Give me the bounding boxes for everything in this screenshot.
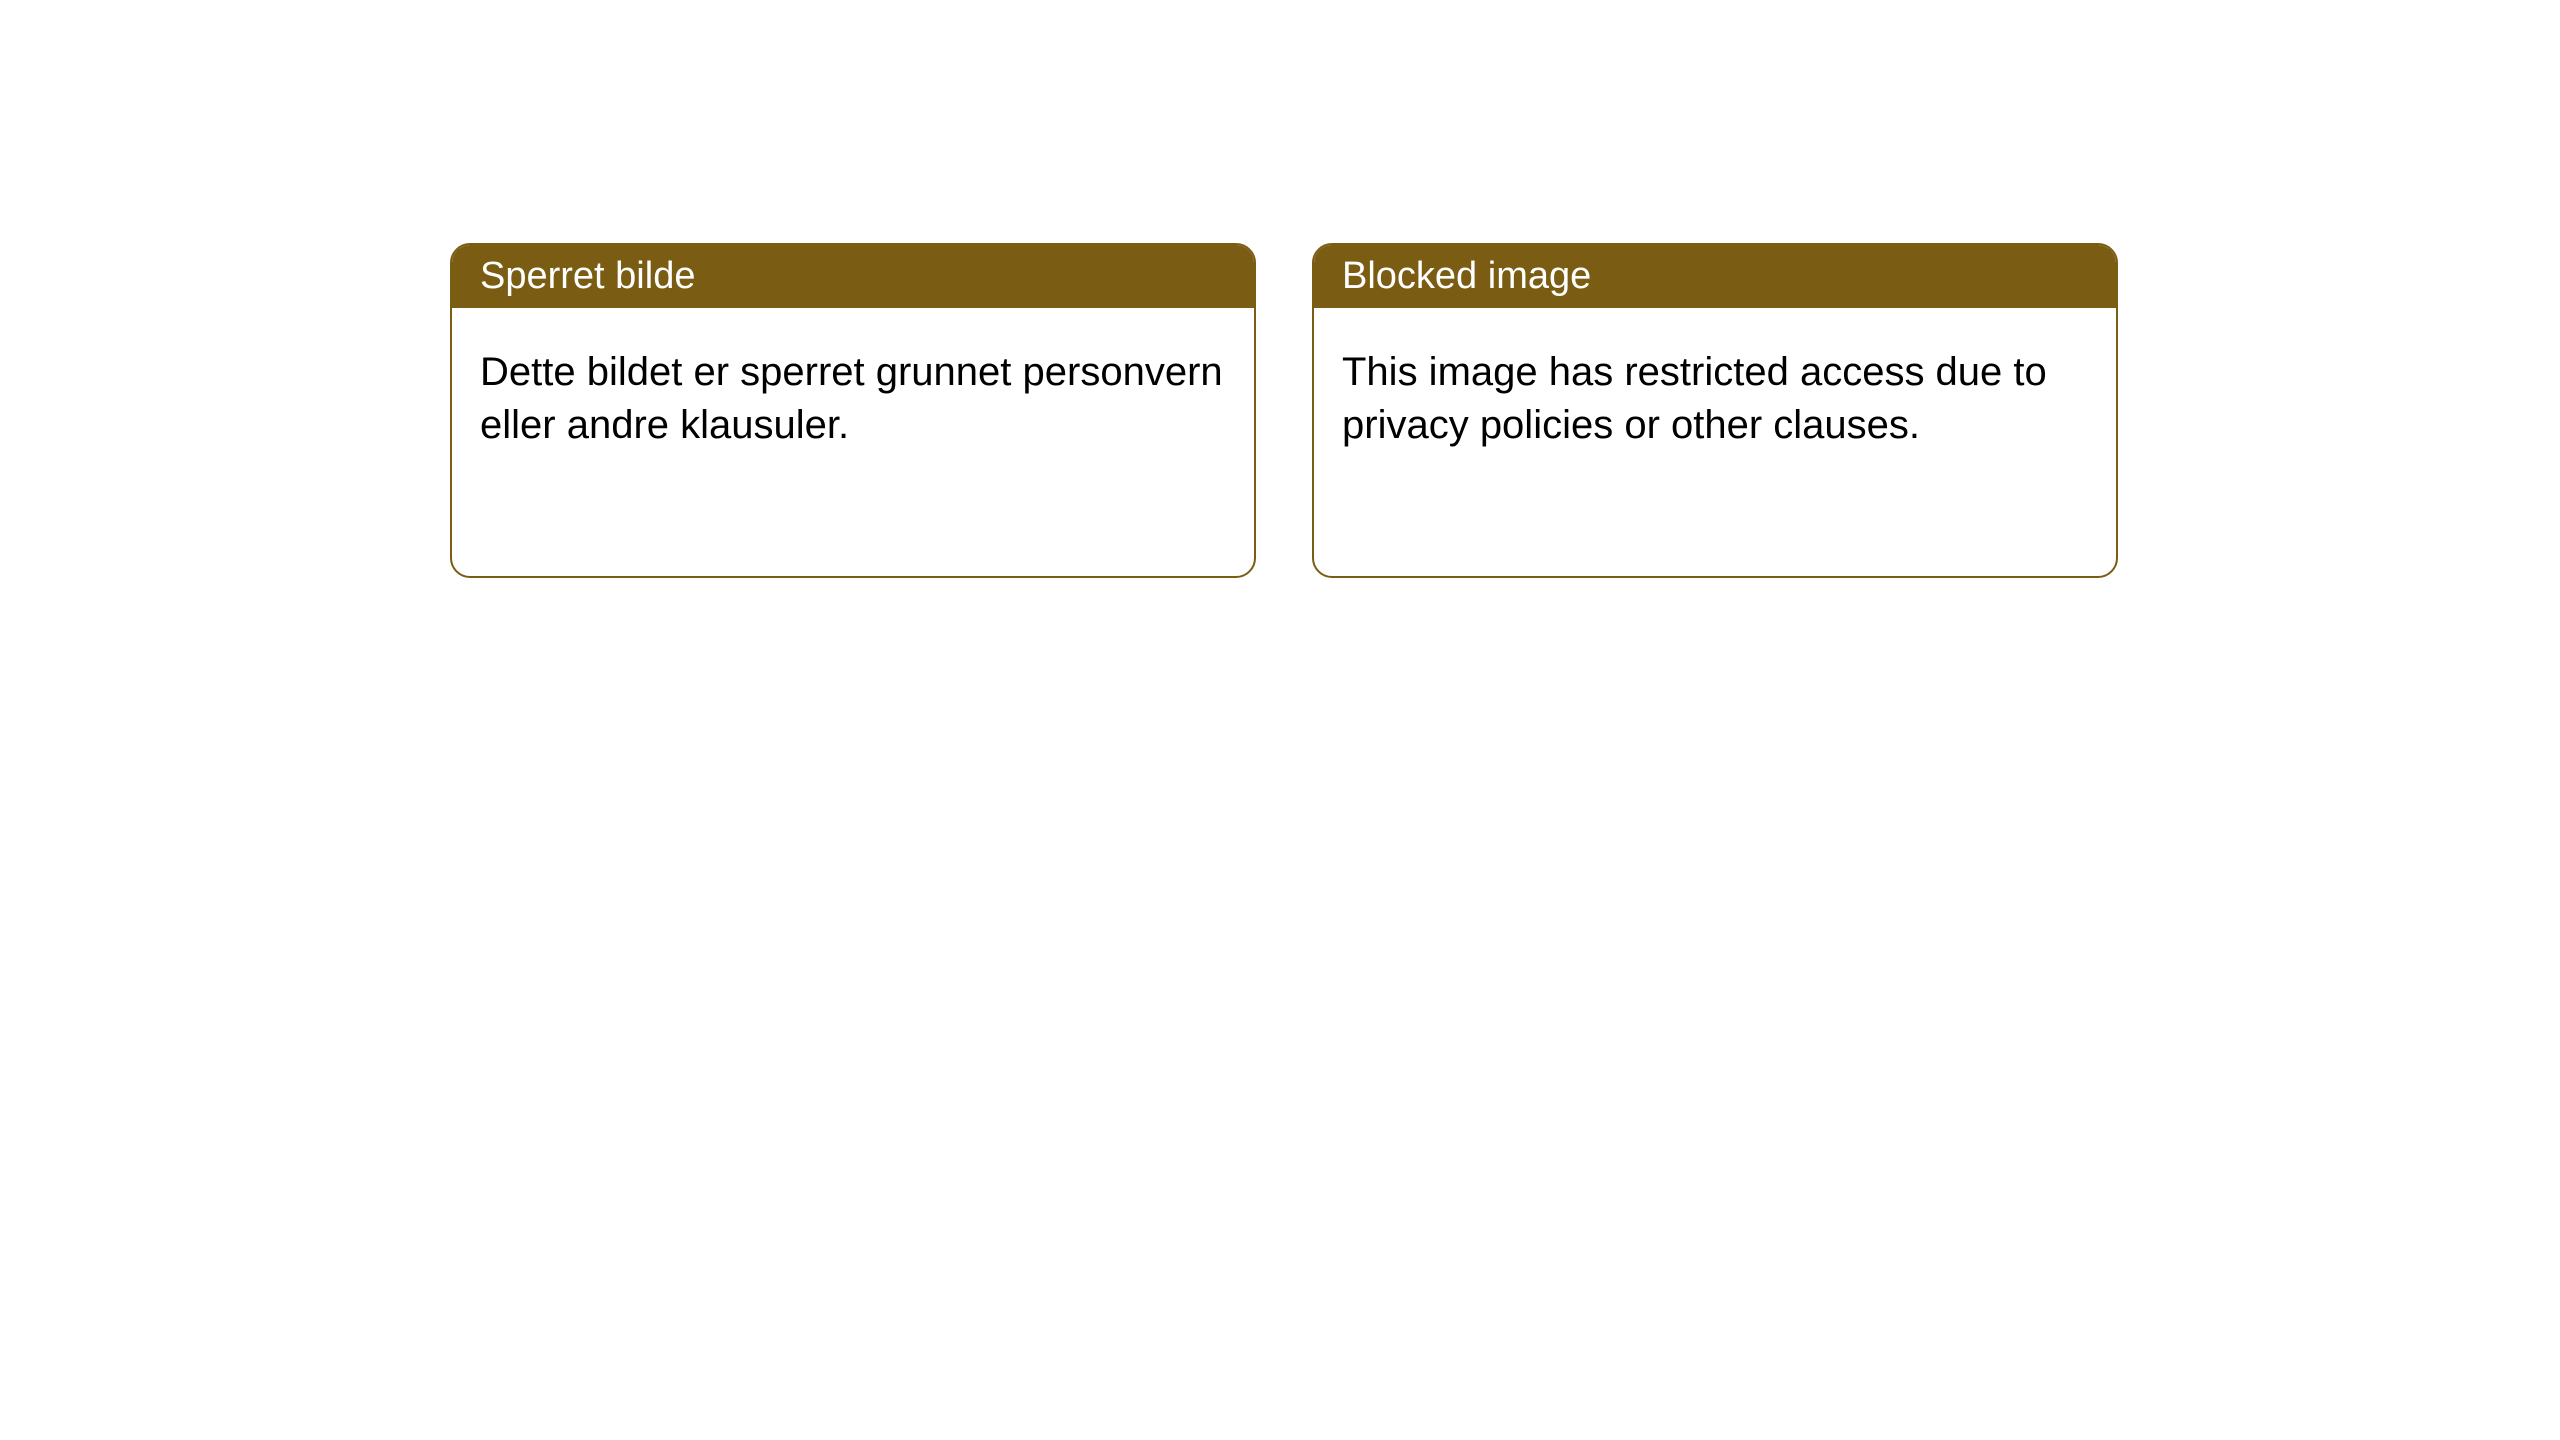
card-body: Dette bildet er sperret grunnet personve…	[452, 308, 1254, 490]
card-body-text: This image has restricted access due to …	[1342, 350, 2047, 447]
card-header: Blocked image	[1314, 245, 2116, 308]
card-header: Sperret bilde	[452, 245, 1254, 308]
notice-card-norwegian: Sperret bilde Dette bildet er sperret gr…	[450, 243, 1256, 578]
card-title: Blocked image	[1342, 255, 1591, 297]
notice-card-english: Blocked image This image has restricted …	[1312, 243, 2118, 578]
card-body-text: Dette bildet er sperret grunnet personve…	[480, 350, 1223, 447]
card-body: This image has restricted access due to …	[1314, 308, 2116, 490]
card-title: Sperret bilde	[480, 255, 695, 297]
notice-cards-container: Sperret bilde Dette bildet er sperret gr…	[0, 0, 2560, 578]
